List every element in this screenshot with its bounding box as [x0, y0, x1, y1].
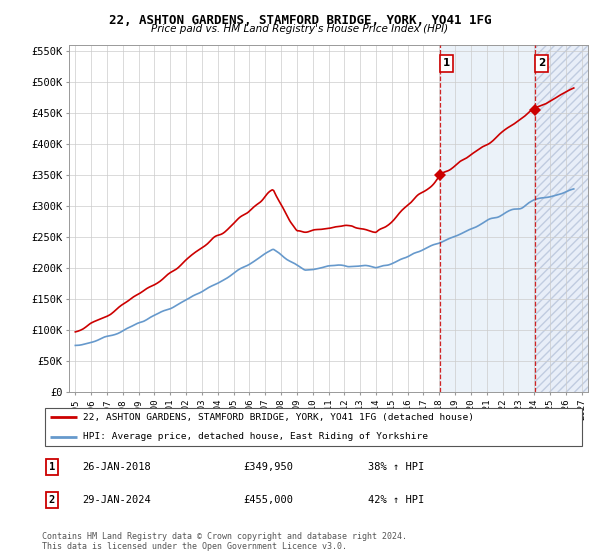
Text: 29-JAN-2024: 29-JAN-2024 — [83, 495, 151, 505]
Text: £455,000: £455,000 — [243, 495, 293, 505]
Text: £349,950: £349,950 — [243, 462, 293, 472]
Text: 1: 1 — [443, 58, 450, 68]
Text: 42% ↑ HPI: 42% ↑ HPI — [368, 495, 424, 505]
Bar — [440, 45, 535, 392]
Text: 26-JAN-2018: 26-JAN-2018 — [83, 462, 151, 472]
Text: 22, ASHTON GARDENS, STAMFORD BRIDGE, YORK, YO41 1FG: 22, ASHTON GARDENS, STAMFORD BRIDGE, YOR… — [109, 14, 491, 27]
Text: 2: 2 — [49, 495, 55, 505]
Text: 22, ASHTON GARDENS, STAMFORD BRIDGE, YORK, YO41 1FG (detached house): 22, ASHTON GARDENS, STAMFORD BRIDGE, YOR… — [83, 413, 474, 422]
Bar — [535, 45, 588, 392]
Text: 2: 2 — [538, 58, 545, 68]
Text: 38% ↑ HPI: 38% ↑ HPI — [368, 462, 424, 472]
Text: Contains HM Land Registry data © Crown copyright and database right 2024.
This d: Contains HM Land Registry data © Crown c… — [42, 532, 407, 552]
FancyBboxPatch shape — [45, 408, 582, 446]
Text: Price paid vs. HM Land Registry's House Price Index (HPI): Price paid vs. HM Land Registry's House … — [151, 24, 449, 34]
Bar — [535, 45, 588, 392]
Text: HPI: Average price, detached house, East Riding of Yorkshire: HPI: Average price, detached house, East… — [83, 432, 428, 441]
Text: 1: 1 — [49, 462, 55, 472]
